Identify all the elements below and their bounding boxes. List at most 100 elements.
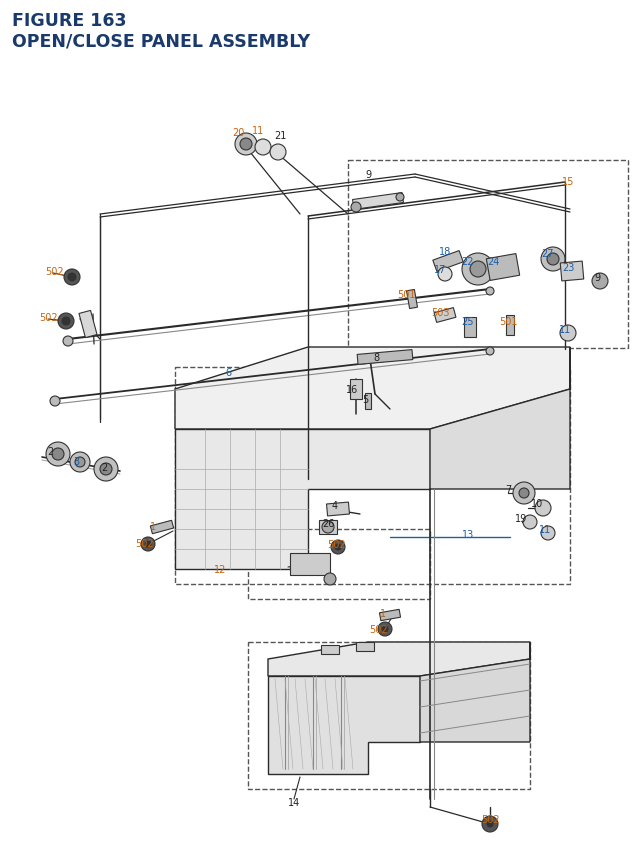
Circle shape bbox=[541, 248, 565, 272]
Circle shape bbox=[482, 816, 498, 832]
Circle shape bbox=[50, 397, 60, 406]
Text: 17: 17 bbox=[434, 264, 446, 275]
Circle shape bbox=[470, 262, 486, 278]
Polygon shape bbox=[268, 676, 420, 774]
Text: 1: 1 bbox=[380, 608, 386, 618]
Text: 16: 16 bbox=[346, 385, 358, 394]
Bar bbox=[353, 194, 403, 210]
Bar bbox=[357, 350, 413, 365]
Circle shape bbox=[270, 145, 286, 161]
Text: 11: 11 bbox=[559, 325, 571, 335]
Circle shape bbox=[145, 542, 151, 548]
Text: 502: 502 bbox=[45, 267, 63, 276]
Circle shape bbox=[75, 457, 85, 468]
Text: 23: 23 bbox=[562, 263, 574, 273]
Text: 503: 503 bbox=[431, 307, 449, 318]
Polygon shape bbox=[175, 430, 430, 569]
Text: 18: 18 bbox=[439, 247, 451, 257]
Circle shape bbox=[235, 133, 257, 156]
Text: 9: 9 bbox=[594, 273, 600, 282]
Text: 21: 21 bbox=[274, 131, 286, 141]
Bar bbox=[79, 311, 97, 338]
Circle shape bbox=[322, 522, 334, 533]
Text: 2: 2 bbox=[47, 447, 53, 456]
Text: 2: 2 bbox=[101, 462, 107, 473]
Text: 19: 19 bbox=[515, 513, 527, 523]
Circle shape bbox=[52, 449, 64, 461]
Text: 502: 502 bbox=[326, 539, 346, 549]
Circle shape bbox=[541, 526, 555, 541]
Circle shape bbox=[70, 453, 90, 473]
Circle shape bbox=[351, 202, 361, 213]
Text: 1: 1 bbox=[150, 522, 156, 531]
Text: 5: 5 bbox=[362, 394, 368, 405]
Text: 20: 20 bbox=[232, 127, 244, 138]
Circle shape bbox=[462, 254, 494, 286]
Bar bbox=[406, 290, 417, 309]
Circle shape bbox=[547, 254, 559, 266]
Circle shape bbox=[324, 573, 336, 585]
Text: 22: 22 bbox=[461, 257, 474, 267]
Bar bbox=[560, 262, 584, 282]
Text: 10: 10 bbox=[531, 499, 543, 508]
Circle shape bbox=[141, 537, 155, 551]
Circle shape bbox=[64, 269, 80, 286]
Bar bbox=[506, 316, 514, 336]
Circle shape bbox=[382, 626, 388, 632]
Circle shape bbox=[46, 443, 70, 467]
Circle shape bbox=[94, 457, 118, 481]
Bar bbox=[365, 393, 371, 410]
Bar bbox=[486, 254, 520, 281]
Text: 27: 27 bbox=[541, 249, 554, 258]
Bar bbox=[175, 368, 570, 585]
Text: 3: 3 bbox=[73, 456, 79, 467]
Text: 6: 6 bbox=[225, 368, 231, 378]
Bar bbox=[326, 503, 349, 517]
Circle shape bbox=[62, 318, 70, 325]
Bar bbox=[350, 380, 362, 400]
Text: 4: 4 bbox=[332, 500, 338, 511]
Polygon shape bbox=[430, 348, 570, 489]
Circle shape bbox=[58, 313, 74, 330]
Text: 9: 9 bbox=[365, 170, 371, 180]
Text: 13: 13 bbox=[462, 530, 474, 539]
Circle shape bbox=[519, 488, 529, 499]
Bar bbox=[433, 251, 463, 272]
Text: 26: 26 bbox=[322, 518, 334, 529]
Text: 12: 12 bbox=[214, 564, 226, 574]
Text: 502: 502 bbox=[134, 538, 154, 548]
Text: 15: 15 bbox=[562, 177, 574, 187]
Text: 502: 502 bbox=[40, 313, 58, 323]
Text: 14: 14 bbox=[288, 797, 300, 807]
Text: 8: 8 bbox=[373, 353, 379, 362]
Text: 501: 501 bbox=[397, 289, 415, 300]
Circle shape bbox=[535, 500, 551, 517]
Circle shape bbox=[331, 541, 345, 554]
Bar bbox=[321, 645, 339, 653]
Polygon shape bbox=[175, 348, 570, 430]
Polygon shape bbox=[420, 642, 530, 742]
Circle shape bbox=[378, 623, 392, 636]
Circle shape bbox=[486, 288, 494, 295]
Circle shape bbox=[63, 337, 73, 347]
Bar bbox=[434, 308, 456, 323]
Circle shape bbox=[68, 274, 76, 282]
Bar bbox=[348, 161, 628, 349]
Circle shape bbox=[396, 194, 404, 201]
Circle shape bbox=[523, 516, 537, 530]
Bar bbox=[319, 520, 337, 535]
Bar bbox=[290, 554, 330, 575]
Text: 11: 11 bbox=[539, 524, 551, 535]
Text: 7: 7 bbox=[505, 485, 511, 494]
Text: 25: 25 bbox=[461, 317, 474, 326]
Polygon shape bbox=[268, 642, 530, 676]
Circle shape bbox=[513, 482, 535, 505]
Bar bbox=[248, 530, 430, 599]
Bar bbox=[248, 642, 530, 789]
Bar bbox=[150, 521, 173, 534]
Circle shape bbox=[100, 463, 112, 475]
Circle shape bbox=[438, 268, 452, 282]
Text: 502: 502 bbox=[369, 624, 387, 635]
Text: FIGURE 163: FIGURE 163 bbox=[12, 12, 127, 30]
Text: 501: 501 bbox=[499, 317, 517, 326]
